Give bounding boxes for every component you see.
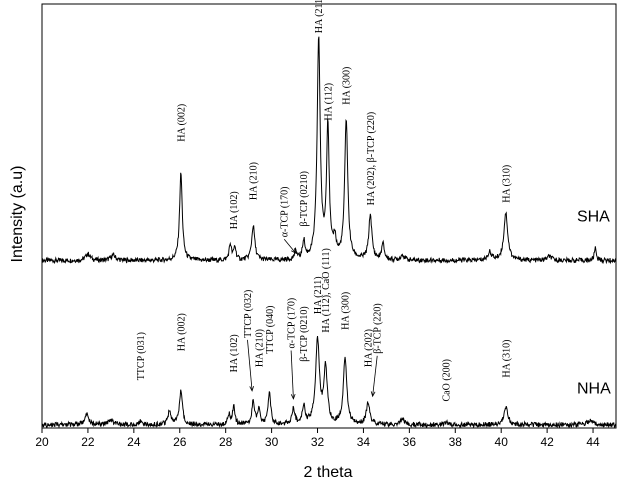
plot-frame <box>41 3 617 429</box>
peak-label: HA (002) <box>176 104 187 142</box>
x-tick-label: 40 <box>495 435 509 449</box>
x-tick-label: 20 <box>35 435 49 449</box>
peak-label: β-TCP (220) <box>373 303 384 354</box>
peak-label: HA (211) <box>314 0 325 33</box>
peak-label: TTCP (040) <box>265 306 276 354</box>
x-tick-label: 38 <box>449 435 463 449</box>
peak-label: HA (202) <box>364 329 375 367</box>
peak-label: CaO (200) <box>442 359 453 402</box>
peak-arrow <box>290 350 294 399</box>
series-group: SHA NHA <box>41 36 617 429</box>
peak-arrow <box>372 355 378 397</box>
x-tick-label: 26 <box>173 435 187 449</box>
series-line-sha <box>41 36 617 265</box>
peak-arrow-head <box>290 394 296 400</box>
peak-arrow-head <box>249 386 254 392</box>
peak-arrow-head <box>370 391 376 398</box>
x-tick-label: 24 <box>127 435 141 449</box>
x-tick-label: 36 <box>403 435 417 449</box>
peak-label: HA (112) <box>323 83 334 121</box>
x-axis: 20 22 24 26 28 30 32 34 36 38 40 42 44 <box>35 428 600 449</box>
peak-label: TTCP (032) <box>243 290 254 338</box>
peak-label: TTCP (031) <box>136 332 147 380</box>
x-tick-label: 30 <box>265 435 279 449</box>
peak-label: HA (002) <box>176 313 187 351</box>
peak-label: α-TCP (170) <box>287 298 298 349</box>
series-name-label: NHA <box>577 381 611 398</box>
peak-label: HA (210) <box>249 162 260 200</box>
peak-label: HA (300) <box>341 292 352 330</box>
x-tick-label: 22 <box>81 435 95 449</box>
peak-label: HA (310) <box>501 165 512 203</box>
plot-area <box>41 3 617 429</box>
peak-label: HA (310) <box>501 340 512 378</box>
x-tick-label: 42 <box>540 435 554 449</box>
peak-label: HA (102) <box>229 191 240 229</box>
peak-label-group: HA (002)HA (102)HA (210)α-TCP (170) β-TCP… <box>136 0 512 402</box>
peak-label: HA (102) <box>229 334 240 372</box>
x-tick-label: 44 <box>586 435 600 449</box>
peak-label: α-TCP (170) <box>280 186 291 237</box>
peak-label: β-TCP (0210) <box>299 306 310 362</box>
x-tick-label: 28 <box>219 435 233 449</box>
series-name-label: SHA <box>577 208 610 225</box>
peak-label: HA (211) <box>313 276 324 314</box>
peak-label: HA (300) <box>342 67 353 105</box>
peak-arrow-head <box>291 248 297 254</box>
peak-label: β-TCP (0210) <box>299 171 310 227</box>
peak-label: HA (210) <box>255 329 266 367</box>
x-tick-label: 34 <box>357 435 371 449</box>
peak-arrow <box>283 238 297 254</box>
peak-label: HA (202), β-TCP (220) <box>366 112 377 206</box>
peak-arrow <box>247 339 253 391</box>
x-axis-title: 2 theta <box>304 464 353 481</box>
peak-label: HA (112), CaO (111) <box>321 248 332 332</box>
y-axis-title: Intensity (a.u) <box>9 166 26 263</box>
x-tick-label: 32 <box>311 435 325 449</box>
series-line-nha <box>41 336 617 429</box>
